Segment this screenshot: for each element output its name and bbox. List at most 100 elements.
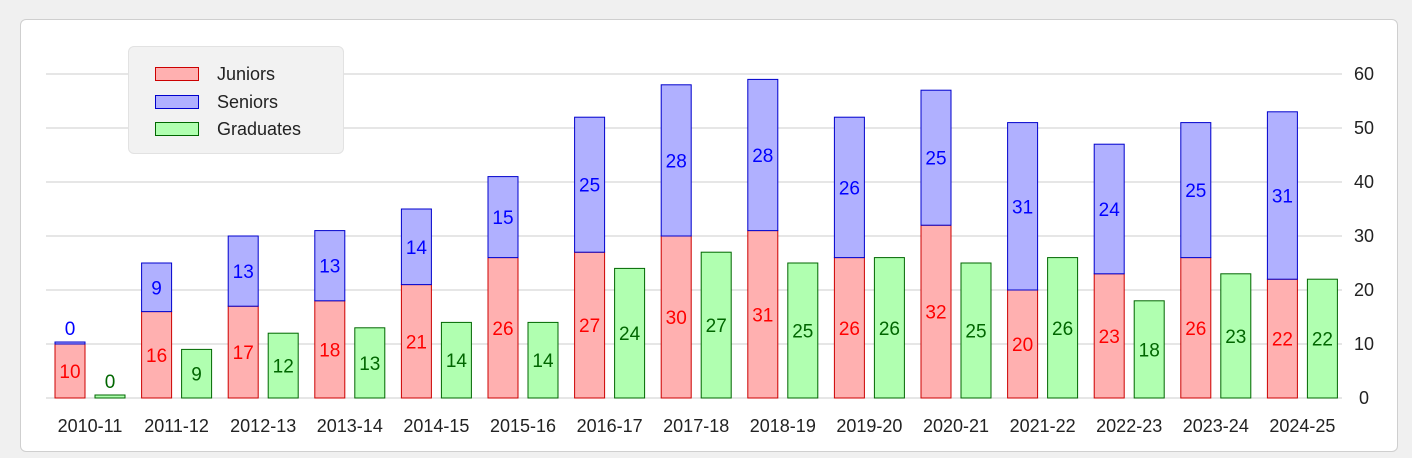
x-tick-label: 2016-17 [577,416,643,436]
data-label-seniors: 31 [1012,197,1033,218]
bar-seniors [833,116,865,259]
data-label-juniors: 10 [59,362,80,383]
data-label-graduates: 25 [965,322,986,343]
bar-seniors [1266,111,1298,280]
bar-juniors [54,343,86,399]
data-label-seniors: 24 [1099,200,1121,221]
data-label-seniors: 13 [233,262,254,283]
data-label-juniors: 31 [752,305,773,326]
data-label-juniors: 26 [492,319,513,340]
bar-graduates [787,262,819,399]
bar-juniors [1007,289,1039,399]
bar-graduates [1047,257,1079,399]
bar-juniors [227,305,259,399]
data-label-seniors: 9 [151,278,162,299]
data-label-seniors: 28 [666,151,687,172]
data-label-seniors: 14 [406,238,428,259]
bar-graduates [527,321,559,399]
y-tick-label: 30 [1354,226,1374,246]
bar-juniors [920,224,952,399]
bar-graduates [181,348,213,399]
bar-seniors [487,176,519,259]
bar-juniors [574,251,606,399]
x-tick-label: 2015-16 [490,416,556,436]
y-tick-label: 50 [1354,118,1374,138]
data-label-graduates: 0 [105,372,116,393]
data-label-graduates: 18 [1139,340,1160,361]
bar-juniors [487,257,519,399]
legend-label-graduates: Graduates [217,118,302,139]
data-label-graduates: 26 [1052,319,1073,340]
bar-seniors [660,84,692,237]
bar-seniors [400,208,432,286]
bar-graduates [700,251,732,399]
legend-item-seniors: Seniors [155,91,278,113]
x-tick-label: 2010-11 [58,416,123,436]
data-label-graduates: 25 [792,322,813,343]
bar-juniors [1180,257,1212,399]
bar-graduates [960,262,992,399]
y-tick-label: 20 [1354,280,1374,300]
legend-swatch-graduates [155,122,199,136]
data-label-juniors: 30 [666,308,687,329]
data-label-graduates: 14 [446,351,468,372]
data-label-juniors: 32 [925,303,946,324]
y-tick-label: 0 [1359,388,1369,408]
x-tick-label: 2017-18 [663,416,729,436]
bar-seniors [141,262,173,313]
bar-graduates [1133,300,1165,399]
data-label-juniors: 26 [839,319,860,340]
data-label-seniors: 26 [839,178,860,199]
x-tick-label: 2019-20 [836,416,902,436]
bar-graduates [354,327,386,399]
legend: Juniors Seniors Graduates [128,46,344,154]
data-label-seniors: 25 [579,176,600,197]
data-label-seniors: 13 [319,257,340,278]
data-label-graduates: 12 [273,357,294,378]
data-label-juniors: 21 [406,332,427,353]
data-label-graduates: 27 [706,316,727,337]
data-label-juniors: 18 [319,340,340,361]
bar-seniors [314,230,346,302]
data-label-seniors: 15 [492,208,513,229]
data-label-seniors: 25 [1185,181,1206,202]
x-tick-label: 2013-14 [317,416,383,436]
bar-seniors [227,235,259,307]
x-tick-label: 2012-13 [230,416,296,436]
bar-seniors [920,89,952,226]
legend-label-seniors: Seniors [217,91,279,112]
data-label-juniors: 20 [1012,335,1033,356]
data-label-seniors: 28 [752,146,773,167]
legend-item-graduates: Graduates [155,118,301,140]
bar-juniors [141,311,173,399]
legend-swatch-juniors [155,67,199,81]
bar-graduates [614,267,646,399]
bar-juniors [314,300,346,399]
bar-graduates [94,394,126,399]
bar-seniors [1093,143,1125,275]
data-label-juniors: 22 [1272,330,1293,351]
data-label-juniors: 26 [1185,319,1206,340]
data-label-seniors: 0 [65,319,76,340]
data-label-graduates: 26 [879,319,900,340]
x-tick-label: 2023-24 [1183,416,1249,436]
bar-graduates [1306,278,1338,399]
data-label-graduates: 9 [191,365,202,386]
bar-seniors [574,116,606,253]
legend-swatch-seniors [155,95,199,109]
bar-graduates [873,257,905,399]
y-tick-label: 60 [1354,64,1374,84]
bar-seniors [1180,122,1212,259]
bar-seniors [747,78,779,232]
data-label-juniors: 27 [579,316,600,337]
legend-item-juniors: Juniors [155,63,275,85]
bar-graduates [267,332,299,399]
bar-juniors [1266,278,1298,399]
x-tick-label: 2020-21 [923,416,989,436]
x-tick-label: 2022-23 [1096,416,1162,436]
x-tick-label: 2018-19 [750,416,816,436]
y-tick-label: 40 [1354,172,1374,192]
data-label-seniors: 31 [1272,187,1293,208]
data-label-juniors: 23 [1099,327,1120,348]
